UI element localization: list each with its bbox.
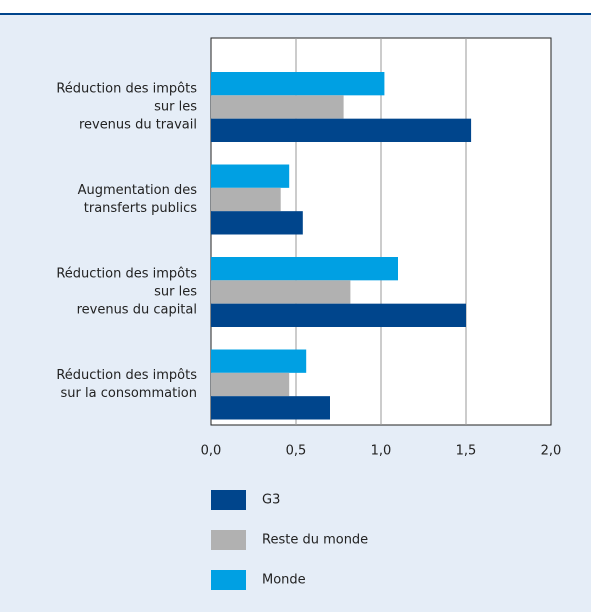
legend-label: Monde bbox=[262, 573, 306, 588]
x-tick-label: 0,5 bbox=[286, 444, 307, 459]
y-tick-label: revenus du capital bbox=[77, 303, 197, 318]
y-tick-label: sur la consommation bbox=[61, 386, 197, 401]
bar bbox=[211, 211, 303, 235]
y-tick-label: revenus du travail bbox=[79, 118, 197, 133]
bar bbox=[211, 95, 344, 119]
y-tick-label: Réduction des impôts bbox=[56, 267, 197, 282]
legend-swatch bbox=[211, 490, 246, 510]
bar bbox=[211, 349, 307, 373]
y-tick-label: sur les bbox=[154, 100, 197, 115]
bar bbox=[211, 164, 290, 188]
legend-swatch bbox=[211, 530, 246, 550]
bar bbox=[211, 257, 398, 281]
bar bbox=[211, 303, 466, 327]
bar bbox=[211, 280, 351, 304]
top-margin bbox=[0, 0, 591, 14]
bar bbox=[211, 118, 472, 142]
y-tick-label: Augmentation des bbox=[78, 183, 198, 198]
legend-label: G3 bbox=[262, 493, 280, 508]
bar bbox=[211, 396, 330, 420]
bar bbox=[211, 372, 290, 397]
x-tick-label: 1,0 bbox=[371, 444, 392, 459]
y-tick-label: Réduction des impôts bbox=[56, 368, 197, 383]
bar bbox=[211, 187, 281, 212]
y-tick-label: Réduction des impôts bbox=[56, 82, 197, 97]
legend-label: Reste du monde bbox=[262, 533, 368, 548]
x-tick-label: 2,0 bbox=[541, 444, 562, 459]
y-tick-label: transferts publics bbox=[84, 201, 197, 216]
legend-swatch bbox=[211, 570, 246, 590]
x-tick-label: 0,0 bbox=[201, 444, 222, 459]
bar bbox=[211, 72, 385, 96]
y-tick-label: sur les bbox=[154, 285, 197, 300]
x-tick-label: 1,5 bbox=[456, 444, 477, 459]
